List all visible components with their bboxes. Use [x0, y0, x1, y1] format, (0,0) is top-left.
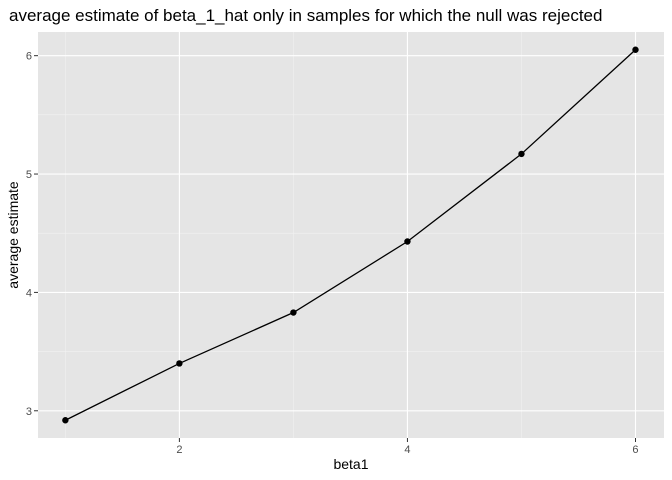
- x-axis-title: beta1: [333, 456, 368, 472]
- plot-panel: [38, 32, 664, 438]
- grid-minor: [38, 32, 664, 438]
- x-tick-label: 6: [632, 444, 638, 456]
- y-tick-label: 5: [26, 169, 32, 181]
- y-axis: 3 4 5 6: [26, 51, 38, 418]
- data-point: [518, 150, 525, 158]
- y-tick-label: 6: [26, 51, 32, 63]
- y-axis-title: average estimate: [5, 181, 21, 289]
- y-tick-label: 3: [26, 406, 32, 418]
- series-layer: [62, 46, 639, 424]
- data-point: [632, 46, 639, 53]
- data-point: [404, 238, 411, 245]
- x-tick-label: 4: [404, 444, 410, 456]
- series-line: [65, 49, 636, 421]
- y-tick-label: 4: [26, 287, 32, 299]
- x-tick-label: 2: [176, 444, 182, 456]
- chart-title: average estimate of beta_1_hat only in s…: [9, 6, 602, 25]
- data-point: [290, 309, 297, 316]
- data-point: [62, 417, 69, 424]
- grid-major: [38, 32, 664, 438]
- data-point: [176, 360, 183, 367]
- x-axis: 2 4 6: [176, 438, 639, 456]
